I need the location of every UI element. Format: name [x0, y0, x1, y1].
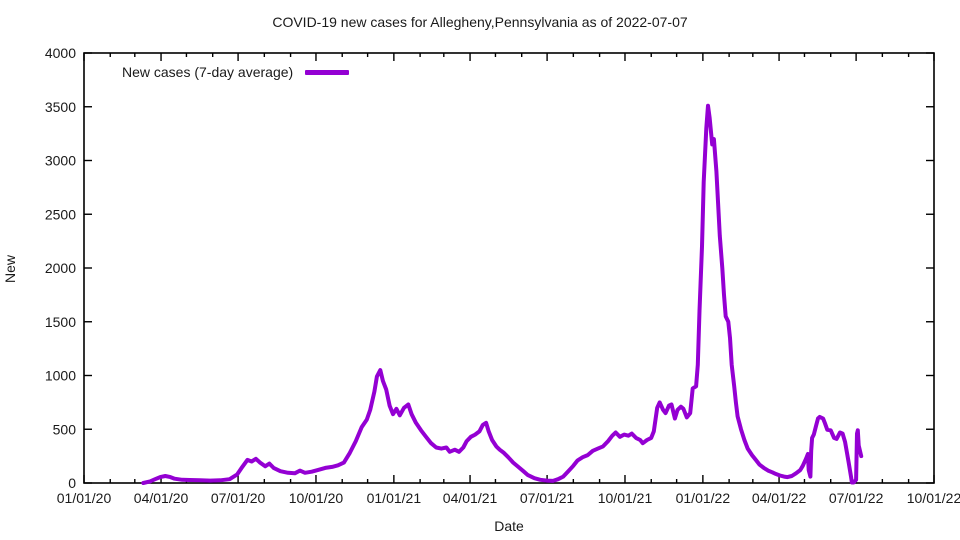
- legend-line-sample: [305, 69, 350, 75]
- chart-title: COVID-19 new cases for Allegheny,Pennsyl…: [272, 14, 688, 30]
- x-tick-label: 01/01/21: [367, 490, 422, 506]
- y-tick-label: 500: [53, 421, 77, 437]
- x-tick-label: 01/01/20: [57, 490, 112, 506]
- x-tick-label: 10/01/22: [907, 490, 960, 506]
- data-line: [141, 103, 864, 485]
- y-tick-label: 1000: [45, 368, 76, 384]
- y-tick-label: 2500: [45, 206, 76, 222]
- x-tick-label: 04/01/20: [134, 490, 189, 506]
- y-tick-label: 3000: [45, 153, 76, 169]
- y-tick-label: 1500: [45, 314, 76, 330]
- x-axis-title: Date: [494, 518, 524, 534]
- y-tick-label: 0: [68, 475, 76, 491]
- plot-border: [83, 52, 935, 484]
- x-tick-label: 04/01/22: [752, 490, 807, 506]
- legend: New cases (7-day average): [122, 64, 350, 80]
- y-tick-label: 4000: [45, 45, 76, 61]
- x-tick-label: 07/01/21: [520, 490, 575, 506]
- y-axis-title: New: [2, 255, 18, 284]
- x-tick-label: 10/01/20: [289, 490, 344, 506]
- y-tick-label: 2000: [45, 260, 76, 276]
- x-tick-label: 07/01/22: [829, 490, 884, 506]
- x-tick-label: 01/01/22: [676, 490, 731, 506]
- y-tick-label: 3500: [45, 99, 76, 115]
- x-tick-label: 10/01/21: [598, 490, 653, 506]
- x-tick-label: 04/01/21: [443, 490, 498, 506]
- legend-label: New cases (7-day average): [122, 64, 294, 80]
- x-tick-label: 07/01/20: [211, 490, 266, 506]
